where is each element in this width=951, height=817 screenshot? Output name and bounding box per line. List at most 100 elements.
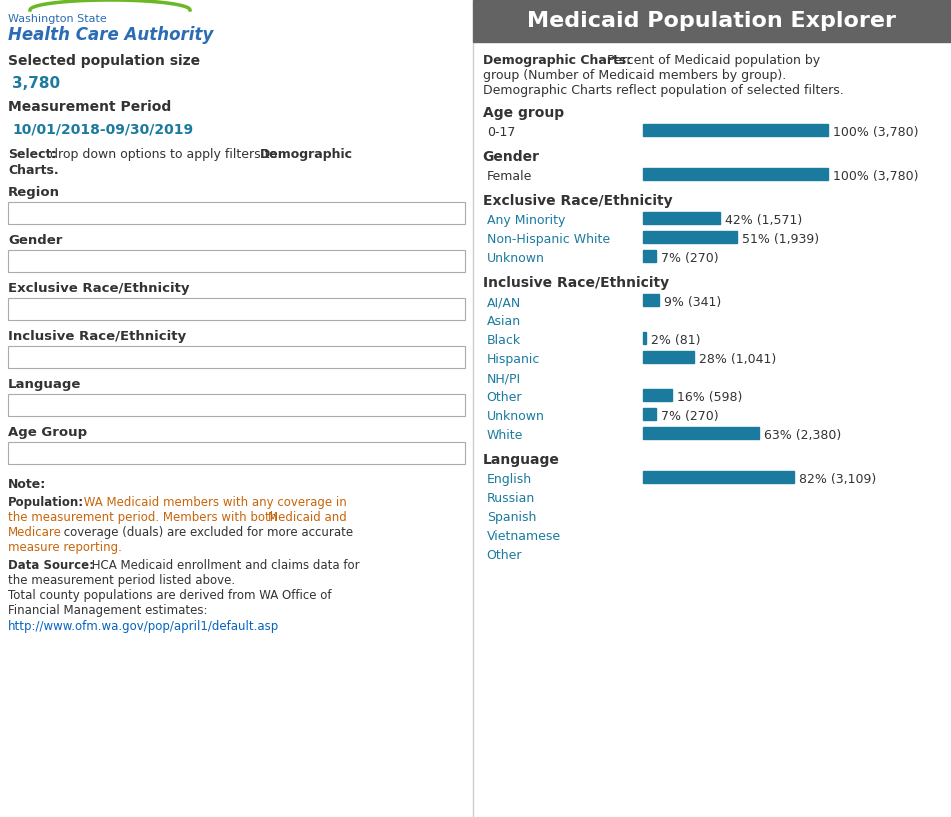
Text: All: All — [14, 352, 28, 363]
Bar — [643, 333, 647, 345]
Bar — [643, 231, 737, 243]
Bar — [643, 294, 659, 306]
Text: 10/01/2018-09/30/2019: 10/01/2018-09/30/2019 — [12, 123, 193, 136]
FancyBboxPatch shape — [8, 298, 465, 320]
Text: 9% (341): 9% (341) — [665, 297, 722, 310]
Text: Note:: Note: — [8, 479, 47, 492]
Text: Medicaid and: Medicaid and — [268, 511, 347, 525]
Text: Spanish: Spanish — [487, 511, 536, 525]
Text: Russian: Russian — [487, 493, 534, 506]
Text: 0-17: 0-17 — [487, 127, 515, 140]
Text: Inclusive Race/Ethnicity: Inclusive Race/Ethnicity — [483, 276, 669, 291]
Text: Cascade Pacific Action Alliance: Mason: Cascade Pacific Action Alliance: Mason — [14, 208, 229, 218]
Text: drop down options to apply filters to: drop down options to apply filters to — [46, 149, 281, 162]
Bar — [0, 0, 473, 42]
FancyBboxPatch shape — [8, 203, 465, 225]
FancyBboxPatch shape — [8, 251, 465, 273]
FancyBboxPatch shape — [8, 395, 465, 417]
Text: Other: Other — [487, 391, 522, 404]
Text: Female: Female — [14, 257, 54, 266]
Text: 28% (1,041): 28% (1,041) — [699, 354, 777, 367]
Text: Any Minority: Any Minority — [487, 215, 565, 227]
Text: Medicare: Medicare — [8, 526, 62, 539]
Text: Measurement Period: Measurement Period — [8, 100, 171, 114]
FancyBboxPatch shape — [8, 443, 465, 465]
Text: NH/PI: NH/PI — [487, 373, 521, 386]
Bar — [643, 471, 794, 484]
Text: 7% (270): 7% (270) — [661, 252, 718, 266]
Bar — [643, 124, 827, 136]
Bar — [643, 351, 694, 364]
Text: White: White — [487, 430, 523, 443]
Bar — [643, 427, 759, 440]
Text: Health Care Authority: Health Care Authority — [8, 26, 213, 44]
Bar — [643, 390, 672, 401]
Text: All: All — [14, 400, 28, 410]
Text: Exclusive Race/Ethnicity: Exclusive Race/Ethnicity — [8, 283, 189, 296]
Text: 82% (3,109): 82% (3,109) — [800, 474, 877, 486]
Bar — [643, 408, 655, 421]
Text: HCA Medicaid enrollment and claims data for: HCA Medicaid enrollment and claims data … — [88, 560, 359, 573]
Text: Female: Female — [487, 171, 532, 184]
Text: Black: Black — [487, 334, 521, 347]
Text: Inclusive Race/Ethnicity: Inclusive Race/Ethnicity — [8, 331, 186, 343]
Text: 51% (1,939): 51% (1,939) — [742, 234, 819, 247]
Text: Demographic Charts:: Demographic Charts: — [483, 55, 631, 68]
Text: Asian: Asian — [487, 315, 521, 328]
Text: ▾: ▾ — [452, 208, 457, 218]
Text: Hispanic: Hispanic — [487, 354, 540, 367]
Text: Vietnamese: Vietnamese — [487, 530, 561, 543]
Text: Data Source:: Data Source: — [8, 560, 94, 573]
Text: Medicaid Population Explorer: Medicaid Population Explorer — [527, 11, 897, 31]
Text: Gender: Gender — [483, 150, 539, 164]
Text: AI/AN: AI/AN — [487, 297, 521, 310]
Text: Age group: Age group — [483, 106, 564, 120]
Text: 2% (81): 2% (81) — [651, 334, 701, 347]
Text: Selected population size: Selected population size — [8, 55, 200, 69]
Text: 0-17: 0-17 — [14, 449, 39, 458]
Text: Total county populations are derived from WA Office of: Total county populations are derived fro… — [8, 590, 332, 602]
Text: ▾: ▾ — [452, 305, 457, 315]
Text: the measurement period listed above.: the measurement period listed above. — [8, 574, 235, 587]
Text: Age Group: Age Group — [8, 426, 87, 440]
Text: Non-Hispanic White: Non-Hispanic White — [487, 234, 610, 247]
Text: Washington State: Washington State — [8, 14, 107, 24]
Text: Unknown: Unknown — [487, 410, 545, 423]
Text: Other: Other — [487, 550, 522, 562]
Text: Region: Region — [8, 186, 60, 199]
Text: Demographic: Demographic — [260, 149, 353, 162]
Bar — [643, 212, 720, 225]
Text: 16% (598): 16% (598) — [677, 391, 743, 404]
Text: 3,780: 3,780 — [12, 77, 60, 92]
Text: ▾: ▾ — [452, 449, 457, 458]
Text: Percent of Medicaid population by: Percent of Medicaid population by — [603, 55, 820, 68]
Text: ▾: ▾ — [452, 257, 457, 266]
Text: 7% (270): 7% (270) — [661, 410, 718, 423]
Text: 63% (2,380): 63% (2,380) — [765, 430, 842, 443]
FancyBboxPatch shape — [8, 346, 465, 368]
Text: Financial Management estimates:: Financial Management estimates: — [8, 605, 207, 618]
Text: 100% (3,780): 100% (3,780) — [833, 171, 918, 184]
Bar — [643, 168, 827, 181]
Text: coverage (duals) are excluded for more accurate: coverage (duals) are excluded for more a… — [60, 526, 353, 539]
Text: ▾: ▾ — [452, 352, 457, 363]
Text: the measurement period. Members with both: the measurement period. Members with bot… — [8, 511, 281, 525]
Text: measure reporting.: measure reporting. — [8, 542, 122, 555]
Text: 42% (1,571): 42% (1,571) — [726, 215, 803, 227]
Text: ▾: ▾ — [452, 400, 457, 410]
Text: 100% (3,780): 100% (3,780) — [833, 127, 918, 140]
Text: Exclusive Race/Ethnicity: Exclusive Race/Ethnicity — [483, 194, 672, 208]
Bar — [643, 251, 655, 262]
Text: Unknown: Unknown — [487, 252, 545, 266]
Bar — [473, 0, 951, 42]
Text: English: English — [487, 474, 532, 486]
Text: Select:: Select: — [8, 149, 56, 162]
Text: http://www.ofm.wa.gov/pop/april1/default.asp: http://www.ofm.wa.gov/pop/april1/default… — [8, 620, 280, 633]
Text: Language: Language — [483, 453, 559, 467]
Text: Demographic Charts reflect population of selected filters.: Demographic Charts reflect population of… — [483, 84, 844, 97]
Text: Gender: Gender — [8, 234, 63, 248]
Text: Language: Language — [8, 378, 82, 391]
Text: Charts.: Charts. — [8, 164, 59, 177]
Text: All: All — [14, 305, 28, 315]
Text: Population:: Population: — [8, 497, 84, 510]
